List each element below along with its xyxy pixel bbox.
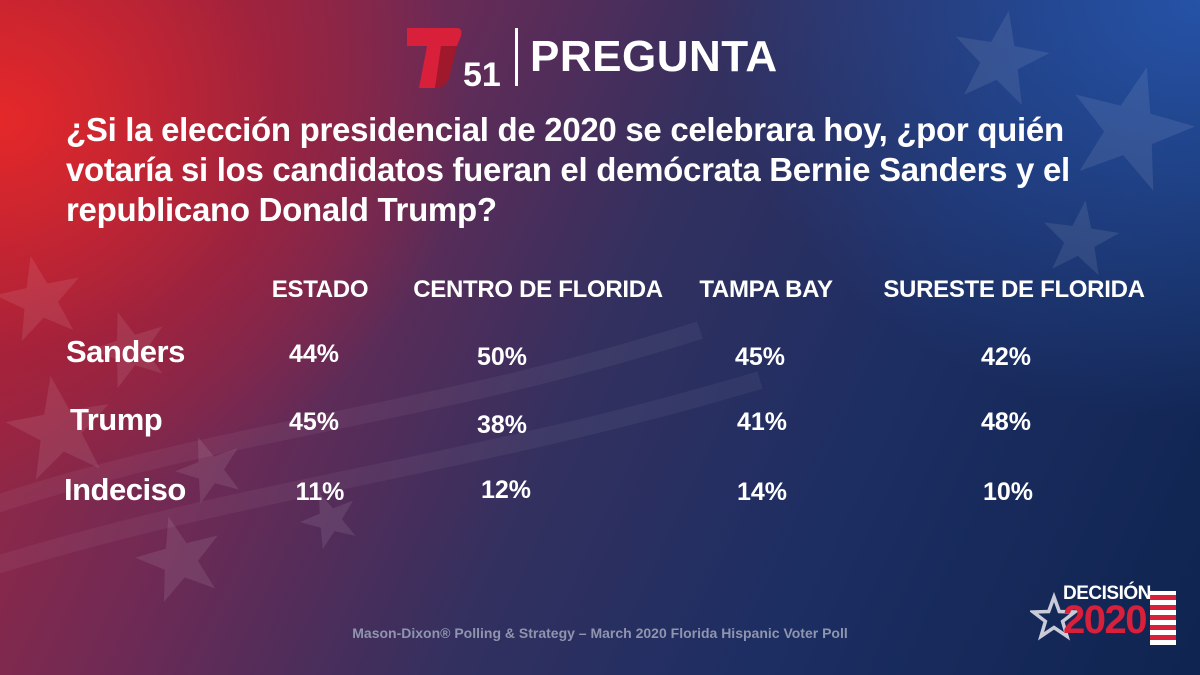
cell-trump-sureste: 48% (980, 408, 1032, 436)
question-text: ¿Si la elección presidencial de 2020 se … (66, 111, 1070, 228)
header-separator (515, 28, 518, 86)
column-header-tampa: TAMPA BAY (699, 276, 833, 303)
cell-indeciso-estado: 11% (295, 478, 345, 506)
cell-sanders-centro: 50% (476, 343, 528, 371)
cell-indeciso-tampa: 14% (736, 478, 788, 506)
row-label-sanders: Sanders (66, 334, 185, 369)
badge-label-decision: DECISIÓN (1063, 583, 1151, 604)
row-label-indeciso: Indeciso (64, 472, 186, 507)
cell-trump-estado: 45% (288, 408, 340, 436)
column-header-sureste: SURESTE DE FLORIDA (883, 276, 1145, 303)
column-header-estado: ESTADO (271, 276, 369, 303)
column-header-centro: CENTRO DE FLORIDA (413, 276, 663, 303)
cell-indeciso-sureste: 10% (982, 478, 1034, 506)
cell-indeciso-centro: 12% (480, 476, 532, 504)
decision-2020-badge (1030, 591, 1176, 645)
cell-sanders-sureste: 42% (980, 343, 1032, 371)
telemundo-logo: 51 (407, 28, 501, 92)
source-credit: Mason-Dixon® Polling & Strategy – March … (352, 625, 848, 641)
header: 51 PREGUNTA (0, 22, 1200, 92)
cell-sanders-tampa: 45% (734, 343, 786, 371)
star-flag-icon (1030, 591, 1176, 645)
cell-trump-centro: 38% (476, 411, 528, 439)
cell-sanders-estado: 44% (288, 340, 340, 368)
page-title: PREGUNTA (530, 32, 778, 81)
badge-label-year: 2020 (1063, 598, 1147, 642)
row-label-trump: Trump (70, 402, 163, 437)
logo-number: 51 (463, 56, 501, 92)
cell-trump-tampa: 41% (736, 408, 788, 436)
